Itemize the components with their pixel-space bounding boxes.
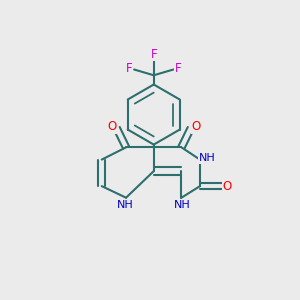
Text: O: O	[191, 120, 200, 133]
Text: O: O	[222, 180, 232, 193]
Text: NH: NH	[116, 200, 133, 210]
Text: F: F	[126, 62, 133, 75]
Text: NH: NH	[199, 153, 215, 164]
Text: F: F	[150, 47, 157, 61]
Text: NH: NH	[174, 200, 191, 210]
Text: F: F	[175, 62, 181, 75]
Text: O: O	[107, 120, 116, 133]
